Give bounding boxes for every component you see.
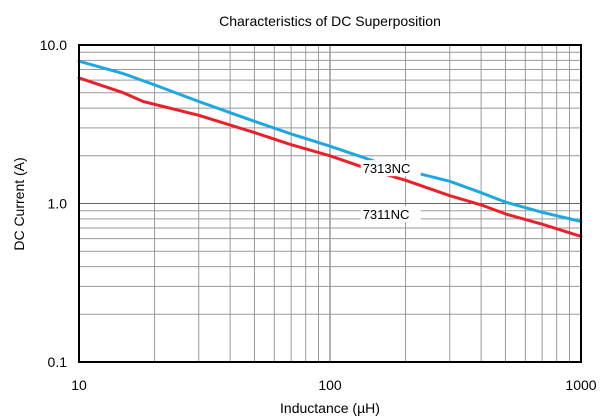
y-tick-label: 1.0 — [48, 196, 68, 212]
series-label-7311NC: 7311NC — [363, 207, 410, 222]
series-labels: 7313NC 7311NC — [360, 160, 421, 223]
series-line-7313NC — [77, 59, 583, 223]
y-tick-label: 10.0 — [40, 37, 67, 53]
y-axis-label: DC Current (A) — [11, 157, 27, 250]
x-tick-label: 10 — [71, 377, 87, 393]
series-line-7311NC — [77, 76, 583, 238]
plot-frame — [78, 44, 582, 363]
series-label-bg — [360, 160, 421, 177]
tick-labels: 10 100 1000 0.1 1.0 10.0 — [40, 37, 597, 393]
chart-title: Characteristics of DC Superposition — [219, 13, 441, 29]
y-tick-label: 0.1 — [48, 354, 68, 370]
x-tick-label: 100 — [318, 377, 342, 393]
series-label-7313NC: 7313NC — [363, 161, 411, 176]
series-label-bg — [360, 206, 421, 223]
x-axis-label: Inductance (µH) — [280, 400, 380, 416]
series-group — [77, 59, 583, 238]
x-tick-label: 1000 — [565, 377, 596, 393]
